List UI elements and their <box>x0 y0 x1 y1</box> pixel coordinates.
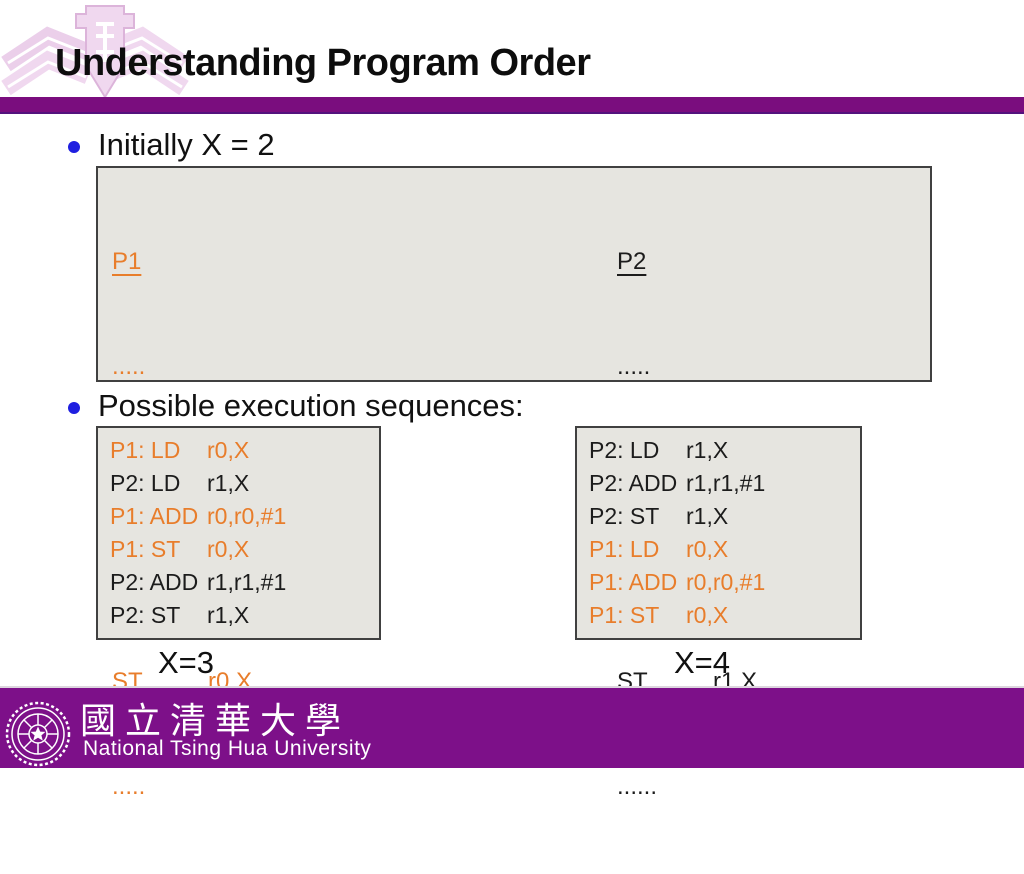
sequence-row: P2: ST r1,X <box>110 602 250 628</box>
bullet-initially: Initially X = 2 <box>98 127 275 162</box>
sequence-row: P2: LD r1,X <box>589 437 729 463</box>
title-divider-bar <box>0 97 1024 114</box>
p2-header: P2 <box>617 248 647 275</box>
bullet-dot <box>68 402 80 414</box>
sequence-row: P1: ST r0,X <box>589 602 729 628</box>
sequence-row: P1: ST r0,X <box>110 536 250 562</box>
university-name-english: National Tsing Hua University <box>83 737 372 760</box>
sequence-row: P1: LD r0,X <box>589 536 729 562</box>
code-line: ..... <box>112 773 146 800</box>
sequence-row: P1: ADD r0,r0,#1 <box>589 569 766 595</box>
p1-header: P1 <box>112 248 142 275</box>
sequence-row: P2: ST r1,X <box>589 503 729 529</box>
school-emblem-icon <box>1 5 189 99</box>
footer-banner: 國立清華大學 National Tsing Hua University <box>0 686 1024 768</box>
code-line: ..... <box>617 353 651 380</box>
university-seal-icon <box>5 701 71 767</box>
code-line: ...... <box>617 773 658 800</box>
bullet-dot <box>68 141 80 153</box>
sequence-box-right: P2: LD r1,X P2: ADD r1,r1,#1 P2: ST r1,X P1… <box>575 426 862 640</box>
university-name-chinese: 國立清華大學 <box>80 701 351 742</box>
sequence-box-left: P1: LD r0,X P2: LD r1,X P1: ADD r0,r0,#1 P1… <box>96 426 381 640</box>
result-x4: X=4 <box>674 645 731 680</box>
slide-title: Understanding Program Order <box>55 42 591 84</box>
code-line: ..... <box>112 353 146 380</box>
sequence-row: P1: LD r0,X <box>110 437 250 463</box>
sequence-row: P1: ADD r0,r0,#1 <box>110 503 287 529</box>
sequence-row: P2: ADD r1,r1,#1 <box>589 470 766 496</box>
bullet-sequences: Possible execution sequences: <box>98 388 524 423</box>
sequence-row: P2: LD r1,X <box>110 470 250 496</box>
sequence-row: P2: ADD r1,r1,#1 <box>110 569 287 595</box>
result-x3: X=3 <box>158 645 215 680</box>
